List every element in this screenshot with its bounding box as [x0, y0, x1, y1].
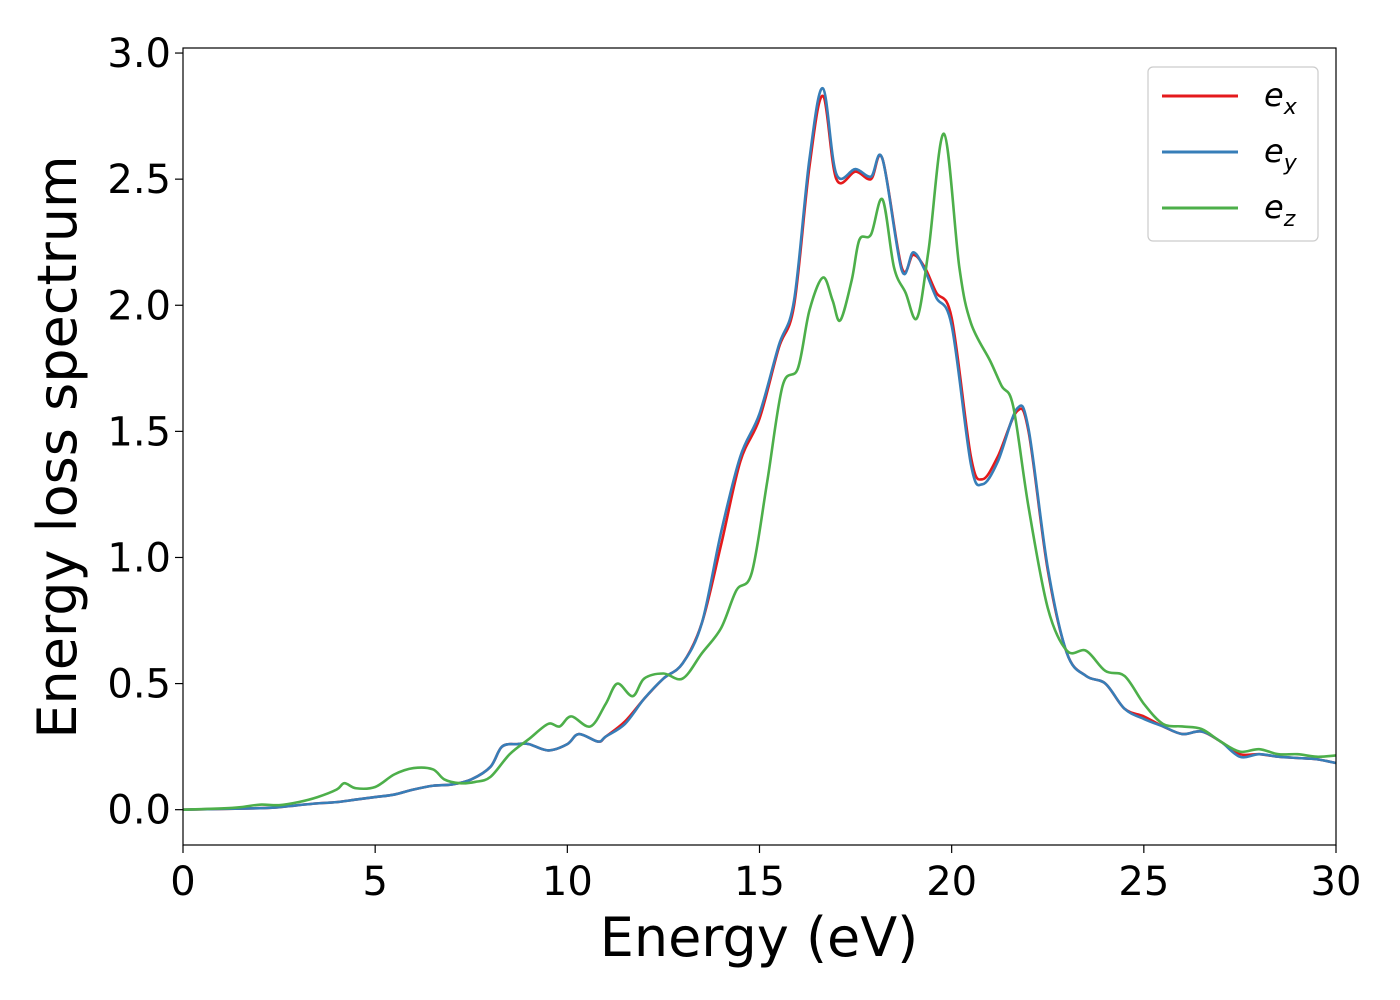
y-tick-label: 0.5: [107, 662, 171, 708]
x-tick-label: 20: [926, 859, 977, 905]
series-line-ez: [182, 132, 1337, 811]
legend-box: [1147, 66, 1319, 242]
y-tick-label: 2.0: [107, 283, 171, 329]
y-tick-label: 1.5: [107, 409, 171, 455]
plot-area: [183, 48, 1336, 845]
y-axis-label: Energy loss spectrum: [26, 155, 89, 738]
x-axis-label: Energy (eV): [600, 906, 919, 969]
x-tick-label: 30: [1311, 859, 1362, 905]
x-tick-label: 5: [362, 859, 387, 905]
y-tick-label: 1.0: [107, 535, 171, 581]
tick-layer: 0 5 10 15 20 25 30 0.0 0.5 1.0 1.5 2.0 2.5 3.0: [107, 31, 1361, 905]
y-tick-label: 0.0: [107, 788, 171, 834]
x-tick-label: 15: [734, 859, 785, 905]
x-tick-label: 25: [1118, 859, 1169, 905]
series-line-ey: [182, 87, 1337, 811]
series-layer: [182, 87, 1337, 811]
plot-frame: [182, 47, 1337, 846]
y-tick-label: 2.5: [107, 157, 171, 203]
x-tick-label: 10: [542, 859, 593, 905]
x-tick-label: 0: [170, 859, 195, 905]
y-tick-label: 3.0: [107, 31, 171, 77]
